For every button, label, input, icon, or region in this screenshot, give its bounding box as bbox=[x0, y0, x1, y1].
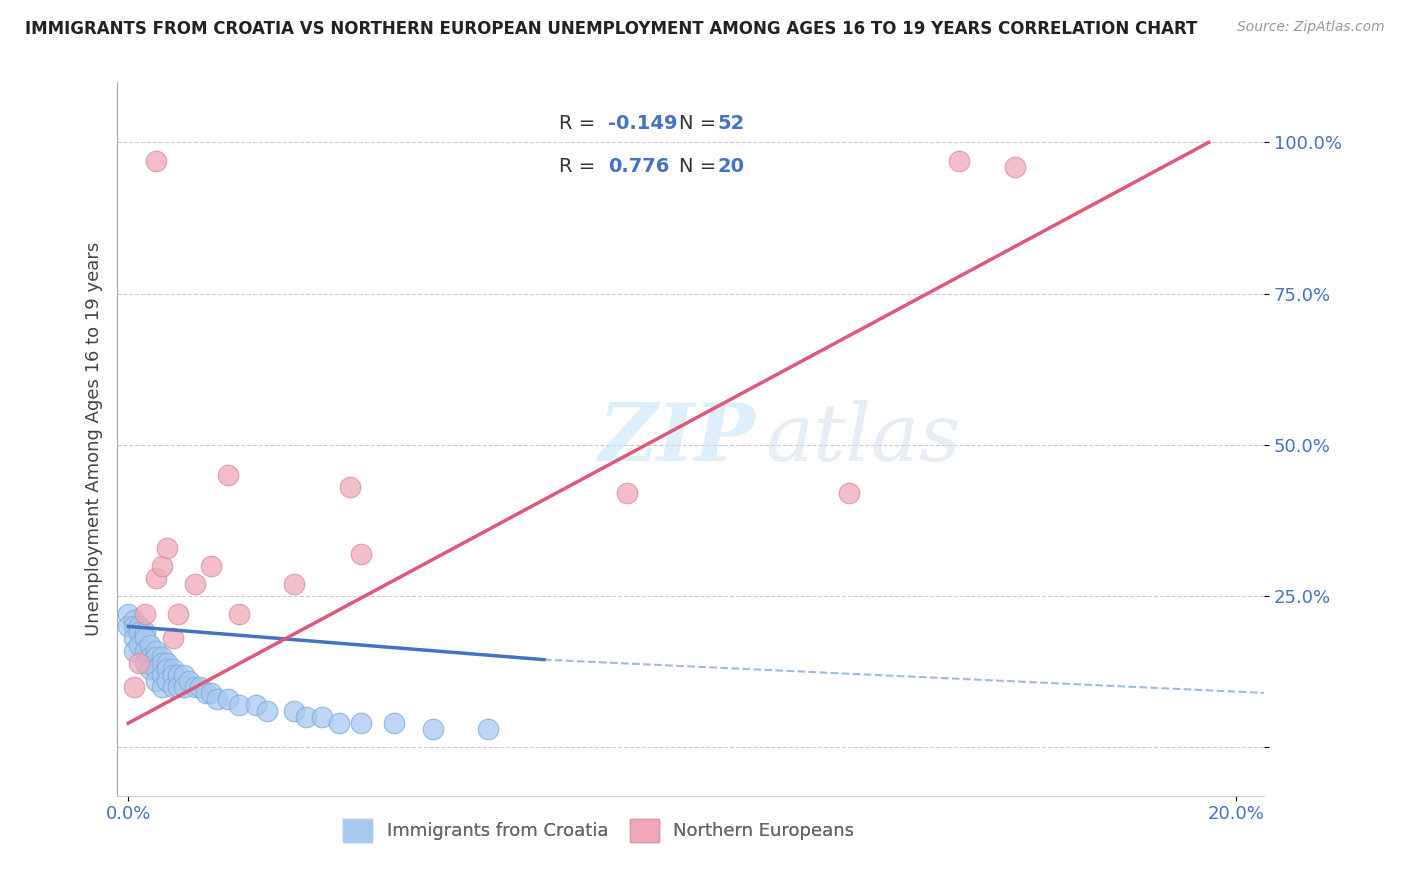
Point bbox=[150, 667, 173, 681]
Point bbox=[122, 680, 145, 694]
Text: 0.776: 0.776 bbox=[607, 157, 669, 176]
Point bbox=[283, 577, 305, 591]
Point bbox=[145, 673, 167, 688]
Point bbox=[134, 643, 156, 657]
Point bbox=[122, 613, 145, 627]
Point bbox=[150, 649, 173, 664]
Point bbox=[184, 680, 207, 694]
Point bbox=[283, 704, 305, 718]
Point bbox=[150, 680, 173, 694]
Point bbox=[228, 607, 250, 622]
Point bbox=[128, 656, 150, 670]
Point bbox=[200, 558, 222, 573]
Point bbox=[162, 662, 184, 676]
Point bbox=[179, 673, 201, 688]
Point bbox=[948, 153, 970, 168]
Point bbox=[350, 716, 373, 731]
Point bbox=[128, 625, 150, 640]
Point bbox=[145, 649, 167, 664]
Point bbox=[145, 571, 167, 585]
Text: N =: N = bbox=[679, 157, 723, 176]
Point bbox=[122, 643, 145, 657]
Point bbox=[200, 686, 222, 700]
Point bbox=[294, 710, 316, 724]
Y-axis label: Unemployment Among Ages 16 to 19 years: Unemployment Among Ages 16 to 19 years bbox=[86, 242, 103, 636]
Point bbox=[217, 468, 239, 483]
Text: 20: 20 bbox=[717, 157, 744, 176]
Point bbox=[167, 680, 190, 694]
Point bbox=[117, 619, 139, 633]
Point bbox=[128, 619, 150, 633]
Point bbox=[162, 667, 184, 681]
Point bbox=[167, 607, 190, 622]
Point bbox=[422, 723, 444, 737]
Point bbox=[134, 656, 156, 670]
Point bbox=[162, 632, 184, 646]
Text: -0.149: -0.149 bbox=[607, 114, 678, 133]
Text: N =: N = bbox=[679, 114, 723, 133]
Point bbox=[139, 662, 162, 676]
Text: R =: R = bbox=[558, 114, 602, 133]
Point bbox=[1004, 160, 1026, 174]
Point bbox=[167, 667, 190, 681]
Point bbox=[173, 667, 195, 681]
Point bbox=[311, 710, 333, 724]
Point bbox=[228, 698, 250, 712]
Point bbox=[162, 680, 184, 694]
Point bbox=[245, 698, 267, 712]
Text: R =: R = bbox=[558, 157, 607, 176]
Text: 52: 52 bbox=[717, 114, 744, 133]
Point bbox=[128, 638, 150, 652]
Point bbox=[117, 607, 139, 622]
Point bbox=[477, 723, 499, 737]
Point bbox=[134, 607, 156, 622]
Point bbox=[328, 716, 350, 731]
Point bbox=[139, 638, 162, 652]
Point bbox=[184, 577, 207, 591]
Point bbox=[382, 716, 405, 731]
Point bbox=[194, 686, 217, 700]
Point bbox=[256, 704, 278, 718]
Point bbox=[156, 662, 179, 676]
Point bbox=[156, 541, 179, 555]
Point bbox=[150, 656, 173, 670]
Text: Source: ZipAtlas.com: Source: ZipAtlas.com bbox=[1237, 20, 1385, 34]
Point bbox=[838, 486, 860, 500]
Point bbox=[205, 692, 228, 706]
Legend: Immigrants from Croatia, Northern Europeans: Immigrants from Croatia, Northern Europe… bbox=[335, 810, 863, 851]
Text: atlas: atlas bbox=[765, 401, 960, 477]
Text: IMMIGRANTS FROM CROATIA VS NORTHERN EUROPEAN UNEMPLOYMENT AMONG AGES 16 TO 19 YE: IMMIGRANTS FROM CROATIA VS NORTHERN EURO… bbox=[25, 20, 1198, 37]
Point bbox=[134, 632, 156, 646]
Point bbox=[122, 632, 145, 646]
Point bbox=[150, 558, 173, 573]
Point bbox=[217, 692, 239, 706]
Point bbox=[122, 619, 145, 633]
Point bbox=[145, 643, 167, 657]
Point bbox=[188, 680, 211, 694]
Point bbox=[145, 662, 167, 676]
Point bbox=[156, 673, 179, 688]
Point bbox=[173, 680, 195, 694]
Point bbox=[139, 649, 162, 664]
Text: ZIP: ZIP bbox=[599, 401, 756, 477]
Point bbox=[134, 625, 156, 640]
Point bbox=[616, 486, 638, 500]
Point bbox=[156, 656, 179, 670]
Point bbox=[145, 153, 167, 168]
Point bbox=[339, 480, 361, 494]
Point bbox=[350, 547, 373, 561]
